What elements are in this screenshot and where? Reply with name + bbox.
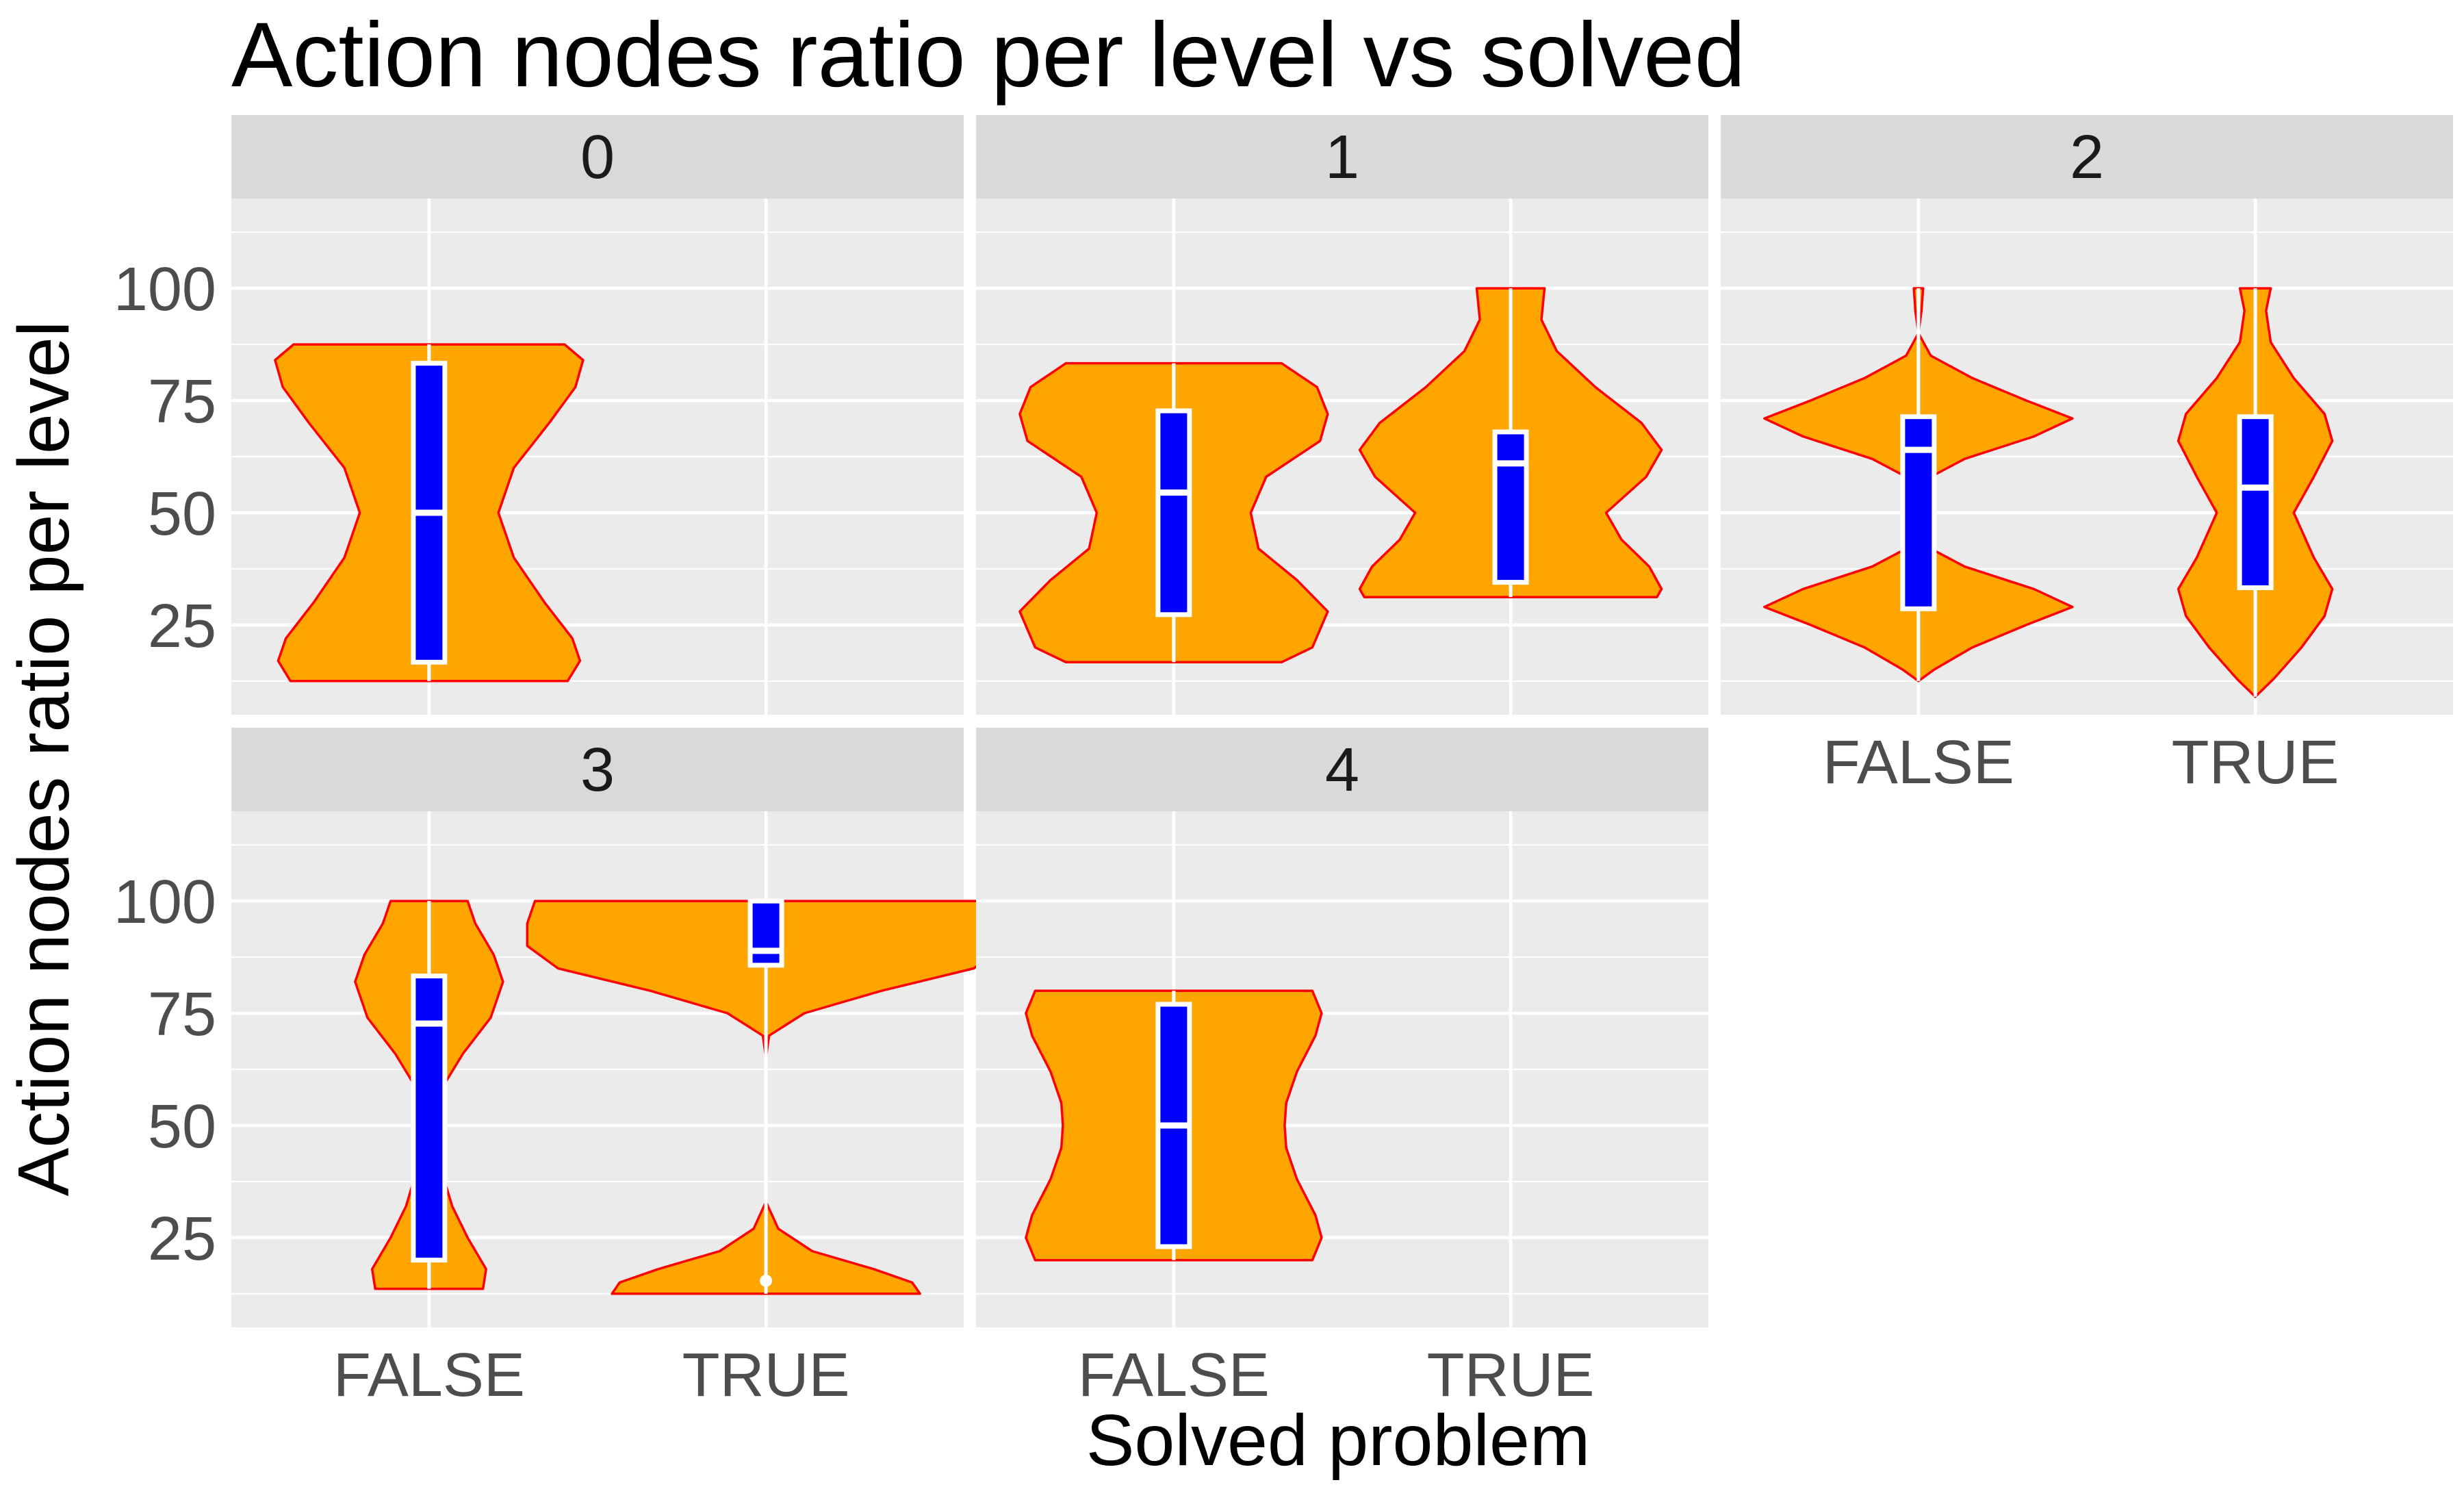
facet-panel-1: 1 [976,115,1708,715]
boxplot-box [747,898,784,968]
facet-panel-4: 4 FALSE TRUE [976,728,1708,1410]
y-tick-label: 25 [148,1205,216,1273]
y-tick-label: 25 [148,592,216,661]
facet-strip [1721,115,2453,199]
facet-strip-label: 1 [1325,123,1359,192]
facet-strip-label: 2 [2070,123,2104,192]
facet-strip [231,115,964,199]
y-tick-label: 50 [148,1093,216,1161]
facet-strip [976,115,1708,199]
x-axis-title: Solved problem [1086,1400,1591,1481]
y-tick-label: 100 [114,868,216,937]
boxplot-box [1155,408,1192,618]
boxplot-box [411,973,448,1263]
facet-strip [976,728,1708,811]
x-tick-label: FALSE [1078,1341,1270,1410]
boxplot-box [1492,429,1529,585]
y-tick-label: 50 [148,480,216,548]
x-tick-label: TRUE [1427,1341,1595,1410]
facet-panel-0: 0 25 50 75 100 [114,115,964,715]
boxplot-box [1900,414,1937,611]
y-axis-title: Action nodes ratio per level [3,321,84,1197]
panels-layer: 0 25 50 75 100 1 2 FALSE TRUE 3 25 50 75 100 FALSE TRUE… [114,115,2453,1410]
facet-panel-2: 2 FALSE TRUE [1721,115,2453,797]
chart-title: Action nodes ratio per level vs solved [231,4,1745,106]
facet-strip-label: 0 [580,123,615,192]
y-tick-label: 75 [148,368,216,436]
outlier-point [760,1274,773,1287]
x-tick-label: TRUE [2172,728,2339,797]
facet-strip [231,728,964,811]
y-tick-label: 100 [114,255,216,324]
x-tick-label: FALSE [333,1341,525,1410]
x-tick-label: FALSE [1823,728,2014,797]
facet-strip-label: 3 [580,736,615,804]
facet-strip-label: 4 [1325,736,1359,804]
boxplot-box [2237,414,2274,590]
facet-panel-3: 3 25 50 75 100 FALSE TRUE [114,728,1006,1410]
x-tick-label: TRUE [682,1341,850,1410]
y-tick-label: 75 [148,980,216,1049]
